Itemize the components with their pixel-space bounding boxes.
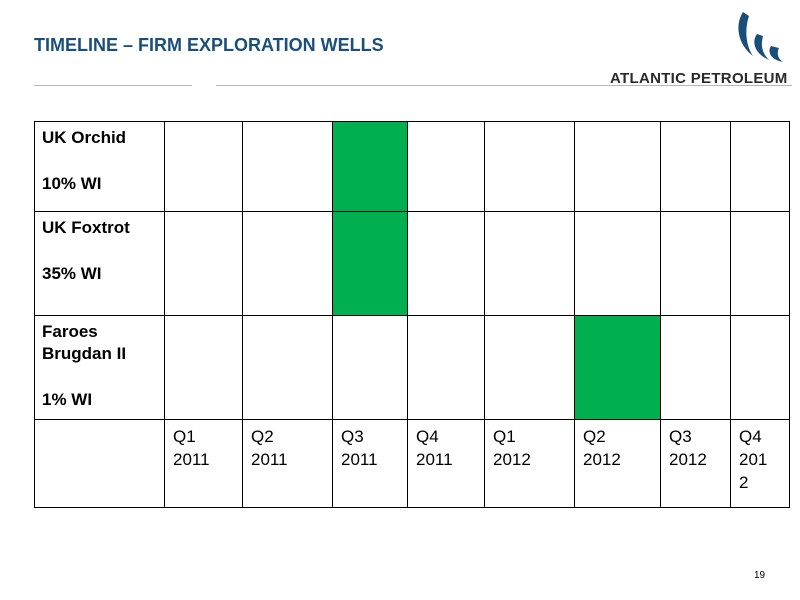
spacer [42, 149, 158, 173]
timeline-cell [660, 211, 731, 316]
quarter-label: Q4 [739, 427, 762, 446]
title-divider [34, 85, 192, 86]
quarter-row: Q1 2011 Q2 2011 Q3 2011 Q4 2011 Q1 2012 Q2 2012 Q3 20… [34, 419, 790, 508]
working-interest: 10% WI [42, 174, 102, 193]
timeline-cell [407, 121, 485, 212]
well-name: Faroes Brugdan II [42, 322, 127, 363]
quarter-label: Q4 [416, 427, 439, 446]
timeline-cell [164, 211, 243, 316]
timeline-cell [407, 315, 485, 420]
quarter-label-cell: Q4 2012 [730, 419, 790, 508]
logo-wordmark: ATLANTIC PETROLEUM [610, 70, 788, 87]
quarter-label-cell: Q2 2011 [242, 419, 333, 508]
spacer [42, 239, 158, 263]
quarter-year: 2012 [493, 450, 531, 469]
timeline-cell [484, 211, 575, 316]
timeline-cell [574, 121, 661, 212]
quarter-year: 2012 [739, 450, 768, 492]
quarter-label: Q3 [669, 427, 692, 446]
timeline-cell [242, 121, 333, 212]
well-label-cell: UK Orchid 10% WI [34, 121, 165, 212]
quarter-label-cell: Q4 2011 [407, 419, 485, 508]
wave-logo-icon [738, 12, 783, 62]
timeline-cell [484, 315, 575, 420]
timeline-cell [730, 211, 790, 316]
well-label-cell: UK Foxtrot 35% WI [34, 211, 165, 316]
timeline-cell [164, 315, 243, 420]
timeline-cell [242, 315, 333, 420]
timeline-cell [660, 315, 731, 420]
quarter-label: Q2 [583, 427, 606, 446]
timeline-cell [660, 121, 731, 212]
table-row: Faroes Brugdan II 1% WI [34, 315, 790, 420]
quarter-label: Q3 [341, 427, 364, 446]
timeline-cell [574, 211, 661, 316]
quarter-year: 2011 [173, 450, 210, 469]
quarter-year: 2011 [341, 450, 378, 469]
well-label-cell: Faroes Brugdan II 1% WI [34, 315, 165, 420]
empty-corner-cell [34, 419, 165, 508]
timeline-cell [407, 211, 485, 316]
quarter-label: Q1 [493, 427, 516, 446]
quarter-label-cell: Q1 2012 [484, 419, 575, 508]
quarter-year: 2012 [583, 450, 621, 469]
timeline-cell [164, 121, 243, 212]
page-title: TIMELINE – FIRM EXPLORATION WELLS [34, 35, 384, 55]
timeline-cell [730, 121, 790, 212]
company-logo: ATLANTIC PETROLEUM [605, 10, 795, 90]
quarter-year: 2011 [416, 450, 453, 469]
timeline-table: UK Orchid 10% WI UK Foxtrot 35% WI Faroes Br… [34, 121, 790, 508]
quarter-year: 2011 [251, 450, 288, 469]
quarter-label-cell: Q1 2011 [164, 419, 243, 508]
working-interest: 1% WI [42, 390, 93, 409]
quarter-label: Q1 [173, 427, 196, 446]
quarter-label: Q2 [251, 427, 274, 446]
timeline-cell [242, 211, 333, 316]
quarter-label-cell: Q3 2011 [332, 419, 408, 508]
well-name: UK Orchid [42, 128, 127, 147]
timeline-cell [332, 315, 408, 420]
table-row: UK Foxtrot 35% WI [34, 211, 790, 316]
quarter-year: 2012 [669, 450, 707, 469]
timeline-cell [730, 315, 790, 420]
quarter-label-cell: Q2 2012 [574, 419, 661, 508]
timeline-cell [484, 121, 575, 212]
page-number: 19 [754, 570, 766, 581]
title-divider [216, 85, 792, 86]
spacer [42, 365, 158, 389]
working-interest: 35% WI [42, 264, 102, 283]
quarter-label-cell: Q3 2012 [660, 419, 731, 508]
scheduled-cell [332, 211, 408, 316]
scheduled-cell [574, 315, 661, 420]
table-row: UK Orchid 10% WI [34, 121, 790, 212]
scheduled-cell [332, 121, 408, 212]
well-name: UK Foxtrot [42, 218, 130, 237]
